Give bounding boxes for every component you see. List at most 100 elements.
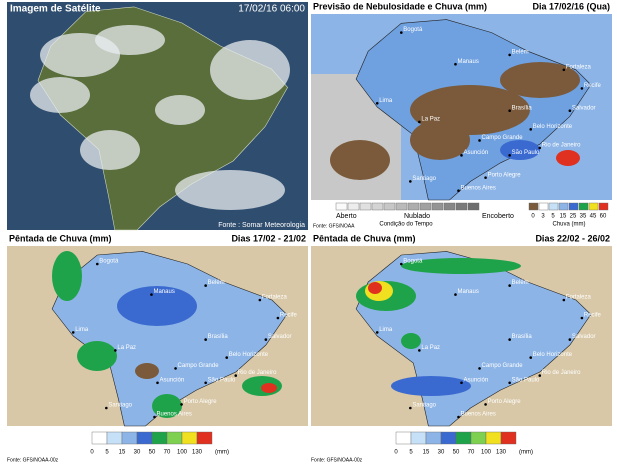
city-marker [454,293,457,296]
city-marker [562,298,566,302]
cloud [210,40,290,100]
city-label: Porto Alegre [184,399,218,405]
rain-swatch [558,202,569,211]
city-label: Fortaleza [566,64,592,70]
cloud [30,77,90,113]
city-label: Brasília [208,334,229,340]
city-marker [375,101,379,105]
city-label: Fortaleza [262,295,288,301]
cloud-swatch [371,202,384,211]
city-marker [478,367,481,370]
rain-swatch [106,431,123,445]
city-label: Porto Alegre [488,399,522,405]
rain-swatch [598,202,609,211]
city-marker [150,293,153,296]
rain-swatch [500,431,517,445]
cloud-swatch [395,202,408,211]
city-label: Belo Horizonte [533,124,573,130]
city-marker [460,154,463,157]
rain-legend-value: 5 [409,450,413,456]
city-marker [400,262,403,266]
city-marker [264,338,268,341]
rain-legend-value: 45 [590,214,597,220]
image-source: Fonte : Somar Meteorologia [218,222,305,229]
cloud [155,95,205,125]
cloud-swatch [455,202,468,211]
city-label: Fortaleza [566,295,592,301]
weather-area [117,286,197,326]
city-label: Rio de Janeiro [238,370,277,376]
satellite-panel: Imagem de Satélite 17/02/16 06:00 Fonte : … [7,2,308,231]
city-label: Salvador [268,334,292,340]
city-marker [71,331,75,334]
city-marker [418,120,421,124]
city-label: Lima [75,327,89,333]
cloud-swatch [359,202,372,211]
city-label: Buenos Aires [460,412,495,418]
city-label: Campo Grande [482,363,524,369]
city-marker [457,415,460,419]
city-label: Santiago [412,403,436,409]
rain-legend-value: 0 [531,214,535,220]
city-label: Manaus [457,59,478,65]
rain-legend-value: 35 [580,214,587,220]
rain-swatch [568,202,579,211]
rain-swatch [151,431,168,445]
continent [51,251,288,427]
rain-legend-value: 3 [541,214,545,220]
rain-legend-value: 70 [468,450,475,456]
city-marker [508,53,511,57]
cloud-swatch [347,202,360,211]
weather-area [500,62,580,98]
rain-legend-value: 50 [453,450,460,456]
city-label: Asunción [464,377,489,383]
city-label: Salvador [572,105,596,111]
rain-swatch [440,431,457,445]
cloud-swatch [407,202,420,211]
city-label: Santiago [108,403,132,409]
cloud-swatch [419,202,432,211]
city-marker [180,403,183,406]
city-label: Lima [379,98,393,104]
city-label: Campo Grande [482,135,524,141]
cloud-legend-label: Nublado [404,213,430,220]
weather-area [261,383,277,393]
rain-legend-value: 0 [394,450,398,456]
city-label: Asunción [464,150,489,156]
city-label: Brasília [512,105,533,111]
city-label: Manaus [457,289,478,295]
cloud-legend-label: Encoberto [482,213,514,220]
panel-title: Previsão de Nebulosidade e Chuva (mm) [313,1,487,11]
city-label: Belém [208,280,225,286]
cloud [175,170,285,210]
city-label: La Paz [421,116,440,122]
weather-area [556,150,580,166]
city-label: Rio de Janeiro [542,370,581,376]
city-marker [258,298,262,302]
rain-legend-unit: (mm) [519,450,533,456]
city-label: Recife [584,313,602,319]
city-label: Belo Horizonte [533,352,573,358]
weather-area [401,333,421,349]
rain-legend-value: 70 [164,450,171,456]
city-marker [508,381,511,385]
city-marker [460,381,463,385]
weather-area [135,363,159,379]
city-label: São Paulo [512,377,540,383]
city-label: Rio de Janeiro [542,142,581,148]
weather-area [401,258,521,274]
rain-legend-value: 5 [551,214,555,220]
panel-date: Dias 17/02 - 21/02 [231,233,306,243]
city-marker [174,367,177,370]
rain-legend-value: 0 [90,450,94,456]
city-label: Lima [379,327,393,333]
weather-area [410,120,470,160]
rain-legend-value: 100 [481,450,492,456]
rain-legend-value: 15 [560,214,567,220]
panel-source: Fonte: GFS/NOAA [313,223,355,229]
weather-area [368,282,382,294]
city-marker [457,189,460,192]
panel-source: Fonte: GFS/NOAA-00z [7,457,59,463]
city-marker [400,31,403,34]
city-marker [276,316,280,320]
